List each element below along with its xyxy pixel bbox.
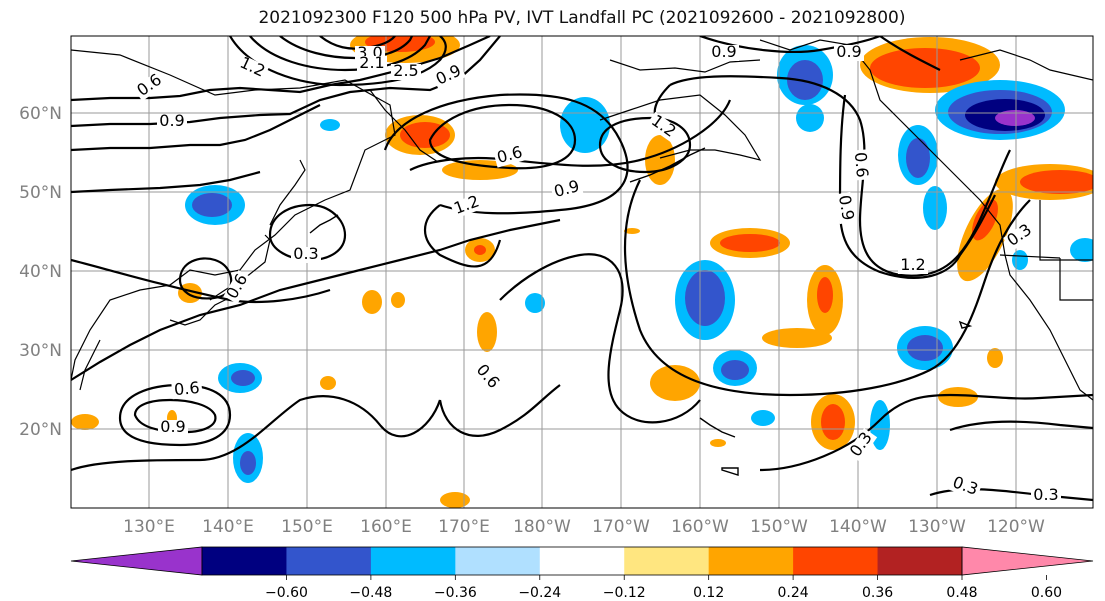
contour-label-bg <box>157 114 187 130</box>
colorbar-tick-label: 0.36 <box>862 585 893 601</box>
contour-label: 0.9 <box>159 111 184 130</box>
pv-contours <box>71 36 1093 502</box>
longitude-label: 150°W <box>750 517 808 537</box>
longitude-label: 140°E <box>202 517 254 537</box>
colorbar-segment <box>708 547 794 575</box>
colorbar-extend-min <box>70 546 203 576</box>
contour-label: 2.1 <box>359 53 384 72</box>
colorbar-tick-label: 0.48 <box>946 585 977 601</box>
latitude-label: 60°N <box>19 104 62 124</box>
contour-label-bg <box>834 191 856 225</box>
contour-label-bg <box>357 56 387 72</box>
contour-label-group: 3.02.1 2.51.2 0.90.60.90.61.20.91.20.30.60… <box>133 42 1061 504</box>
colorbar-segment <box>877 547 963 575</box>
contour-label: 2.5 <box>393 61 418 80</box>
longitude-label: 120°W <box>987 517 1045 537</box>
colorbar-tick-label: 0.60 <box>1031 585 1062 601</box>
island-chains <box>309 147 973 476</box>
contour-label-bg <box>450 193 484 219</box>
colorbar-tick-label: −0.36 <box>434 585 477 601</box>
contour-label: 0.3 <box>293 244 318 263</box>
colorbar-tick-label: 0.12 <box>693 585 724 601</box>
longitude-label: 180°W <box>513 517 571 537</box>
contour-label-bg <box>846 428 878 462</box>
contour-label-bg <box>898 258 928 274</box>
colorbar-tick-label: −0.24 <box>518 585 561 601</box>
contour-label: 0.3 <box>1033 485 1058 504</box>
contour-label-bg <box>291 247 321 263</box>
contour-label: 0.6 <box>851 151 872 178</box>
contour-label-bg <box>391 64 421 80</box>
colorbar-segment <box>539 547 625 575</box>
longitude-label: 130°W <box>908 517 966 537</box>
longitude-label: 170°W <box>592 517 650 537</box>
contour-label: 0.6 <box>173 378 200 399</box>
colorbar-segment <box>455 547 541 575</box>
contour-label-bg <box>432 62 466 90</box>
longitude-label: 160°W <box>671 517 729 537</box>
colorbar-extend-max <box>961 546 1094 576</box>
longitude-label: 140°W <box>829 517 887 537</box>
colorbar-outline <box>201 546 963 576</box>
latitude-label: 40°N <box>19 262 62 282</box>
longitude-label: 150°E <box>281 517 333 537</box>
map-title: 2021092300 F120 500 hPa PV, IVT Landfall… <box>258 8 906 28</box>
contour-label-bg <box>1003 220 1037 252</box>
contour-label-bg <box>223 270 253 304</box>
map-frame <box>70 35 1094 509</box>
contour-label-bg <box>948 474 982 500</box>
contour-label-bg <box>550 178 584 202</box>
contour-label-bg <box>158 420 188 436</box>
colorbar: −0.60 −0.48 −0.36 −0.24 −0.12 0.12 0.24 0.36 0.4… <box>70 546 1094 601</box>
latitude-label: 30°N <box>19 341 62 361</box>
colorbar-tick-label: −0.12 <box>603 585 646 601</box>
contour-label-bg <box>834 45 864 61</box>
contour-label: 0.9 <box>711 42 736 61</box>
contour-label-bg <box>493 144 527 168</box>
contour-label: 0.9 <box>835 194 858 222</box>
contour-label: 1.2 <box>900 255 925 274</box>
contour-label: 0.9 <box>160 417 185 436</box>
colorbar-tick-label: −0.48 <box>349 585 392 601</box>
colorbar-segment <box>286 547 372 575</box>
longitude-label: 130°E <box>123 517 175 537</box>
colorbar-segment <box>370 547 456 575</box>
longitude-labels: 130°E 140°E 150°E 160°E 170°E 180°W 170°W 160°W… <box>123 517 1045 537</box>
colorbar-segment <box>202 547 287 575</box>
contour-label-bg <box>235 54 269 82</box>
latitude-label: 20°N <box>19 420 62 440</box>
contour-label: 0.9 <box>836 42 861 61</box>
colorbar-tick-label: −0.60 <box>265 585 308 601</box>
latitude-label: 50°N <box>19 183 62 203</box>
colorbar-segment <box>793 547 879 575</box>
longitude-label: 170°E <box>438 517 490 537</box>
latitude-labels: 60°N 50°N 40°N 30°N 20°N <box>19 104 62 440</box>
anomaly-shading <box>71 36 1093 508</box>
contour-label-bg <box>646 111 680 143</box>
contour-label-bg <box>471 360 503 394</box>
contour-label-bg <box>709 45 739 61</box>
colorbar-segment <box>624 547 710 575</box>
longitude-label: 160°E <box>360 517 412 537</box>
contour-label-bg <box>171 380 203 400</box>
contour-label-bg <box>133 70 167 102</box>
colorbar-tick-label: 0.24 <box>778 585 809 601</box>
contour-label-bg <box>1031 488 1061 504</box>
contour-label-bg <box>850 149 870 181</box>
